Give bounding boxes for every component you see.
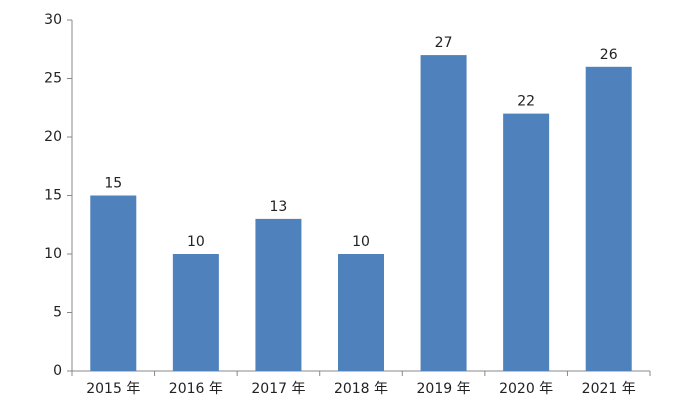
y-tick-label: 25	[44, 71, 62, 87]
x-tick-label: 2016 年	[169, 381, 223, 397]
data-label: 22	[517, 94, 535, 110]
bar	[420, 55, 467, 371]
y-tick-label: 10	[44, 246, 62, 262]
y-tick-label: 15	[44, 188, 62, 204]
y-tick-label: 30	[44, 12, 62, 28]
y-tick-label: 5	[53, 305, 62, 321]
data-label: 13	[270, 199, 288, 215]
bar	[172, 254, 219, 371]
x-tick-label: 2021 年	[582, 381, 636, 397]
data-label: 15	[104, 176, 122, 192]
bar	[255, 218, 302, 371]
bar	[585, 66, 632, 372]
data-label: 27	[435, 35, 453, 51]
bar	[90, 195, 137, 371]
data-label: 26	[600, 47, 618, 63]
bar	[338, 254, 384, 371]
y-tick-label: 0	[53, 363, 62, 379]
y-tick-label: 20	[44, 129, 62, 145]
bar	[503, 113, 550, 371]
x-tick-label: 2019 年	[417, 381, 471, 397]
x-tick-label: 2015 年	[86, 381, 140, 397]
x-tick-label: 2018 年	[334, 381, 388, 397]
x-tick-label: 2020 年	[499, 381, 553, 397]
data-label: 10	[352, 234, 370, 250]
x-tick-label: 2017 年	[251, 381, 305, 397]
data-label: 10	[187, 234, 205, 250]
